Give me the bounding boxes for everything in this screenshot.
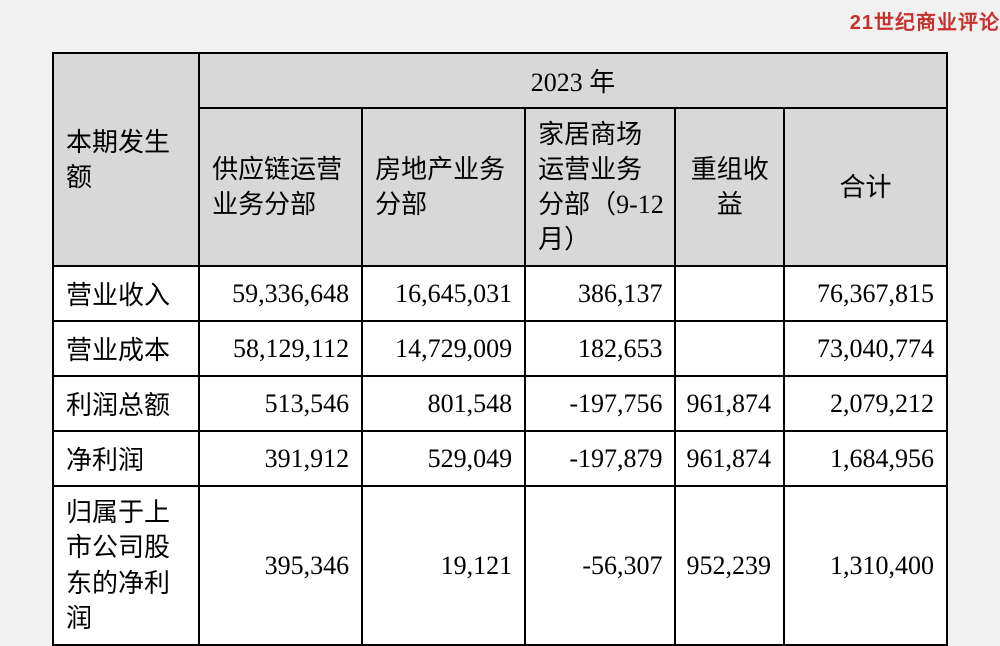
- col-header-1: 房地产业务分部: [362, 108, 525, 266]
- cell: -56,307: [525, 486, 675, 644]
- corner-header: 本期发生额: [53, 53, 199, 266]
- cell: [675, 266, 784, 321]
- cell: 1,310,400: [784, 486, 947, 644]
- cell: 386,137: [525, 266, 675, 321]
- cell: 801,548: [362, 376, 525, 431]
- cell: 529,049: [362, 431, 525, 486]
- year-header: 2023 年: [199, 53, 947, 108]
- cell: -197,879: [525, 431, 675, 486]
- cell: 59,336,648: [199, 266, 362, 321]
- cell: [675, 321, 784, 376]
- col-header-0: 供应链运营业务分部: [199, 108, 362, 266]
- table-row: 净利润 391,912 529,049 -197,879 961,874 1,6…: [53, 431, 947, 486]
- cell: 952,239: [675, 486, 784, 644]
- row-label: 营业成本: [53, 321, 199, 376]
- cell: 16,645,031: [362, 266, 525, 321]
- col-header-3: 重组收益: [675, 108, 784, 266]
- watermark: 21世纪商业评论: [850, 6, 1000, 35]
- table-body: 营业收入 59,336,648 16,645,031 386,137 76,36…: [53, 266, 947, 644]
- col-header-4: 合计: [784, 108, 947, 266]
- row-label: 净利润: [53, 431, 199, 486]
- cell: 2,079,212: [784, 376, 947, 431]
- cell: 961,874: [675, 376, 784, 431]
- table-row: 营业收入 59,336,648 16,645,031 386,137 76,36…: [53, 266, 947, 321]
- financial-table: 本期发生额 2023 年 供应链运营业务分部 房地产业务分部 家居商场运营业务分…: [52, 52, 948, 646]
- table-row: 营业成本 58,129,112 14,729,009 182,653 73,04…: [53, 321, 947, 376]
- cell: 513,546: [199, 376, 362, 431]
- cell: 76,367,815: [784, 266, 947, 321]
- cell: 19,121: [362, 486, 525, 644]
- financial-table-container: 本期发生额 2023 年 供应链运营业务分部 房地产业务分部 家居商场运营业务分…: [52, 52, 948, 646]
- table-row: 利润总额 513,546 801,548 -197,756 961,874 2,…: [53, 376, 947, 431]
- cell: 58,129,112: [199, 321, 362, 376]
- cell: 73,040,774: [784, 321, 947, 376]
- cell: 1,684,956: [784, 431, 947, 486]
- cell: 391,912: [199, 431, 362, 486]
- cell: 395,346: [199, 486, 362, 644]
- cell: 182,653: [525, 321, 675, 376]
- row-label: 营业收入: [53, 266, 199, 321]
- table-row: 归属于上市公司股东的净利润 395,346 19,121 -56,307 952…: [53, 486, 947, 644]
- row-label: 利润总额: [53, 376, 199, 431]
- row-label: 归属于上市公司股东的净利润: [53, 486, 199, 644]
- cell: 14,729,009: [362, 321, 525, 376]
- col-header-2: 家居商场运营业务分部（9-12 月）: [525, 108, 675, 266]
- cell: -197,756: [525, 376, 675, 431]
- cell: 961,874: [675, 431, 784, 486]
